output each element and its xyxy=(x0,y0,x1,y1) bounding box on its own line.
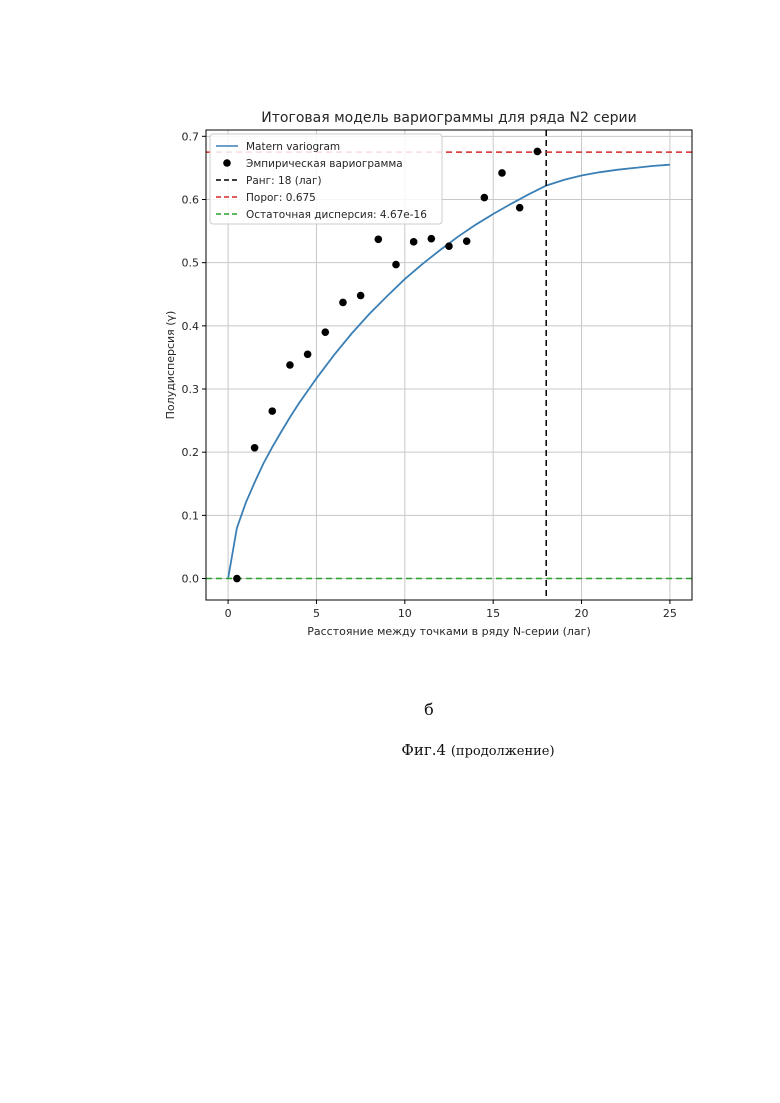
y-tick-label: 0.1 xyxy=(182,509,200,522)
legend-label: Matern variogram xyxy=(246,141,340,153)
x-tick-label: 10 xyxy=(398,607,412,620)
legend-label: Порог: 0.675 xyxy=(246,192,316,204)
figure-caption: Фиг.4 (продолжение) xyxy=(0,741,780,759)
empirical-point xyxy=(304,350,312,358)
empirical-point xyxy=(534,148,542,156)
empirical-point xyxy=(251,444,259,452)
empirical-point xyxy=(375,235,383,243)
chart-title: Итоговая модель вариограммы для ряда N2 … xyxy=(261,110,636,126)
y-tick-label: 0.5 xyxy=(182,257,200,270)
legend-label: Ранг: 18 (лаг) xyxy=(246,175,322,187)
panel-letter: б xyxy=(0,700,780,719)
empirical-point xyxy=(481,194,489,202)
x-tick-label: 15 xyxy=(486,607,500,620)
empirical-point xyxy=(286,361,294,369)
y-tick-label: 0.7 xyxy=(182,130,200,143)
x-tick-label: 5 xyxy=(313,607,320,620)
y-tick-label: 0.2 xyxy=(182,446,200,459)
empirical-point xyxy=(445,242,453,250)
matern-variogram-line xyxy=(228,165,670,579)
figure-label: Фиг.4 xyxy=(401,741,446,759)
empirical-point xyxy=(410,238,418,246)
empirical-point xyxy=(428,235,436,243)
y-tick-label: 0.6 xyxy=(182,193,200,206)
empirical-point xyxy=(498,169,506,177)
empirical-point xyxy=(339,299,347,307)
y-tick-label: 0.4 xyxy=(182,320,200,333)
empirical-point xyxy=(516,204,524,212)
legend-label: Эмпирическая вариограмма xyxy=(246,158,403,170)
empirical-point xyxy=(357,292,365,300)
y-axis-label: Полудисперсия (γ) xyxy=(164,311,177,420)
empirical-point xyxy=(463,237,471,245)
x-tick-label: 25 xyxy=(663,607,677,620)
empirical-point xyxy=(268,407,276,415)
x-tick-label: 20 xyxy=(575,607,589,620)
legend: Matern variogram Эмпирическая вариограмма… xyxy=(210,134,442,224)
legend-label: Остаточная дисперсия: 4.67e-16 xyxy=(246,209,427,221)
legend-marker xyxy=(223,159,231,167)
empirical-point xyxy=(321,328,329,336)
empirical-point xyxy=(392,261,400,269)
figure-note: (продолжение) xyxy=(451,744,555,759)
empirical-point xyxy=(233,575,241,583)
y-tick-label: 0.3 xyxy=(182,383,200,396)
x-axis-label: Расстояние между точками в ряду N-серии … xyxy=(307,625,591,638)
y-tick-label: 0.0 xyxy=(182,573,200,586)
variogram-chart: Итоговая модель вариограммы для ряда N2 … xyxy=(150,100,710,645)
x-tick-label: 0 xyxy=(225,607,232,620)
